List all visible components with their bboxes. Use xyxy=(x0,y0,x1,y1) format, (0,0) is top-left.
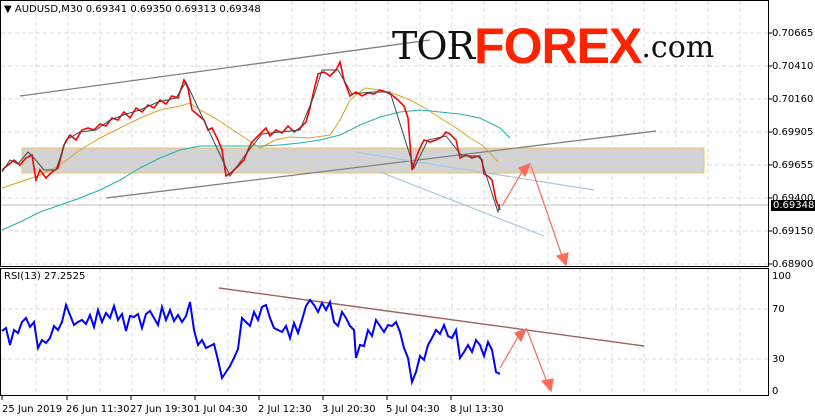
axis-ticks xyxy=(1,32,772,400)
time-label: 8 Jul 13:30 xyxy=(450,404,504,415)
channel-upper-line xyxy=(19,39,431,97)
current-price-badge: 0.69348 xyxy=(771,200,815,211)
rsi-trendline xyxy=(218,287,645,347)
projection-arrows-main xyxy=(501,162,569,267)
rsi-line xyxy=(1,298,501,386)
ma-fast-line xyxy=(1,87,499,189)
ma-slow-line xyxy=(1,109,511,231)
time-label: 2 Jul 12:30 xyxy=(258,404,312,415)
time-label: 5 Jul 04:30 xyxy=(386,404,440,415)
time-label: 3 Jul 20:30 xyxy=(322,404,376,415)
price-label: 0.69400 xyxy=(772,193,814,204)
rsi-title: RSI(13) 27.2525 xyxy=(4,271,86,282)
logo-com: .com xyxy=(641,30,715,65)
logo-forex: FOREX xyxy=(474,18,642,74)
price-candles-bull xyxy=(1,69,501,214)
chart-title: ▼ AUDUSD,M30 0.69341 0.69350 0.69313 0.6… xyxy=(4,4,261,15)
price-label: 0.70410 xyxy=(772,61,814,72)
resistance-zone xyxy=(21,147,705,174)
rsi-axis-label: 0 xyxy=(772,386,779,397)
grid-lines xyxy=(1,1,768,395)
price-candles-bear xyxy=(1,59,501,211)
rsi-axis-label: 70 xyxy=(772,304,785,315)
logo-tor: TOR xyxy=(392,24,475,68)
time-label: 1 Jul 04:30 xyxy=(194,404,248,415)
time-label: 25 Jun 2019 xyxy=(2,404,63,415)
price-label: 0.68900 xyxy=(772,259,814,270)
rsi-axis-label: 30 xyxy=(772,354,785,365)
desc-channel-upper xyxy=(354,151,595,191)
desc-channel-lower xyxy=(379,171,545,237)
price-label: 0.69655 xyxy=(772,160,814,171)
time-label: 26 Jun 11:30 xyxy=(66,404,130,415)
time-label: 27 Jun 19:30 xyxy=(130,404,194,415)
projection-arrows-rsi xyxy=(499,327,554,393)
rsi-axis-label: 100 xyxy=(772,271,792,282)
torforex-logo: TOR FOREX .com xyxy=(392,18,715,74)
price-label: 0.69150 xyxy=(772,226,814,237)
channel-lower-line xyxy=(105,130,657,199)
price-label: 0.70160 xyxy=(772,94,814,105)
price-label: 0.69905 xyxy=(772,127,814,138)
price-label: 0.70665 xyxy=(772,28,814,39)
